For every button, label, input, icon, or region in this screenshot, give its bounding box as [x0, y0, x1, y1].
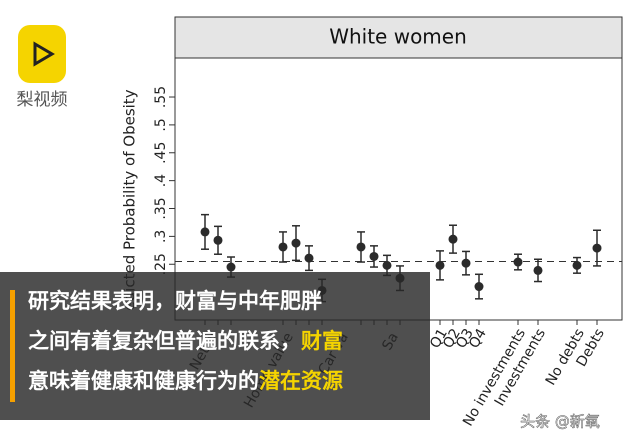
- point: [213, 235, 223, 245]
- y-tick-label: .45: [153, 142, 169, 164]
- subtitle-segment: 意味着健康和健康行为的: [28, 369, 259, 393]
- point: [226, 262, 236, 272]
- point: [572, 260, 582, 270]
- y-tick-label: .25: [153, 253, 169, 275]
- y-axis-label: edicted Probability of Obesity: [121, 89, 139, 310]
- logo-icon: [18, 25, 66, 83]
- point: [592, 243, 602, 253]
- point: [474, 282, 484, 292]
- subtitle-line: 意味着健康和健康行为的潜在资源: [28, 369, 343, 393]
- point: [291, 238, 301, 248]
- point: [533, 265, 543, 275]
- overlay: 梨视频 头条 @新氧 研究结果表明，财富与中年肥胖之间有着复杂但普遍的联系，财富…: [0, 25, 600, 431]
- logo-text: 梨视频: [17, 90, 68, 110]
- subtitle-accent: [10, 290, 15, 402]
- subtitle-segment: 研究结果表明，财富与中年肥胖: [28, 289, 322, 313]
- y-tick-label: .55: [153, 86, 169, 108]
- subtitle-box: [0, 272, 430, 420]
- y-tick-label: .3: [153, 230, 169, 243]
- y-tick-label: .5: [153, 118, 169, 131]
- point: [461, 258, 471, 268]
- x-tick-label: Q4: [466, 326, 490, 351]
- subtitle-segment: 财富: [301, 329, 343, 353]
- subtitle-line: 之间有着复杂但普遍的联系，财富: [28, 329, 343, 353]
- subtitle-segment: 之间有着复杂但普遍的联系，: [28, 329, 301, 353]
- panel-header: [174, 16, 623, 59]
- point: [200, 227, 210, 237]
- point: [278, 242, 288, 252]
- point: [369, 251, 379, 261]
- point: [448, 234, 458, 244]
- y-tick-label: .35: [153, 197, 169, 219]
- point: [513, 257, 523, 267]
- subtitle-line: 研究结果表明，财富与中年肥胖: [28, 289, 322, 313]
- point: [304, 253, 314, 263]
- point: [356, 242, 366, 252]
- point: [435, 260, 445, 270]
- logo-play: [33, 41, 55, 67]
- watermark: 头条 @新氧: [520, 413, 600, 431]
- y-tick-label: .4: [153, 174, 169, 187]
- point: [382, 260, 392, 270]
- subtitle-segment: 潜在资源: [259, 369, 343, 393]
- panel-title: White women: [329, 25, 467, 49]
